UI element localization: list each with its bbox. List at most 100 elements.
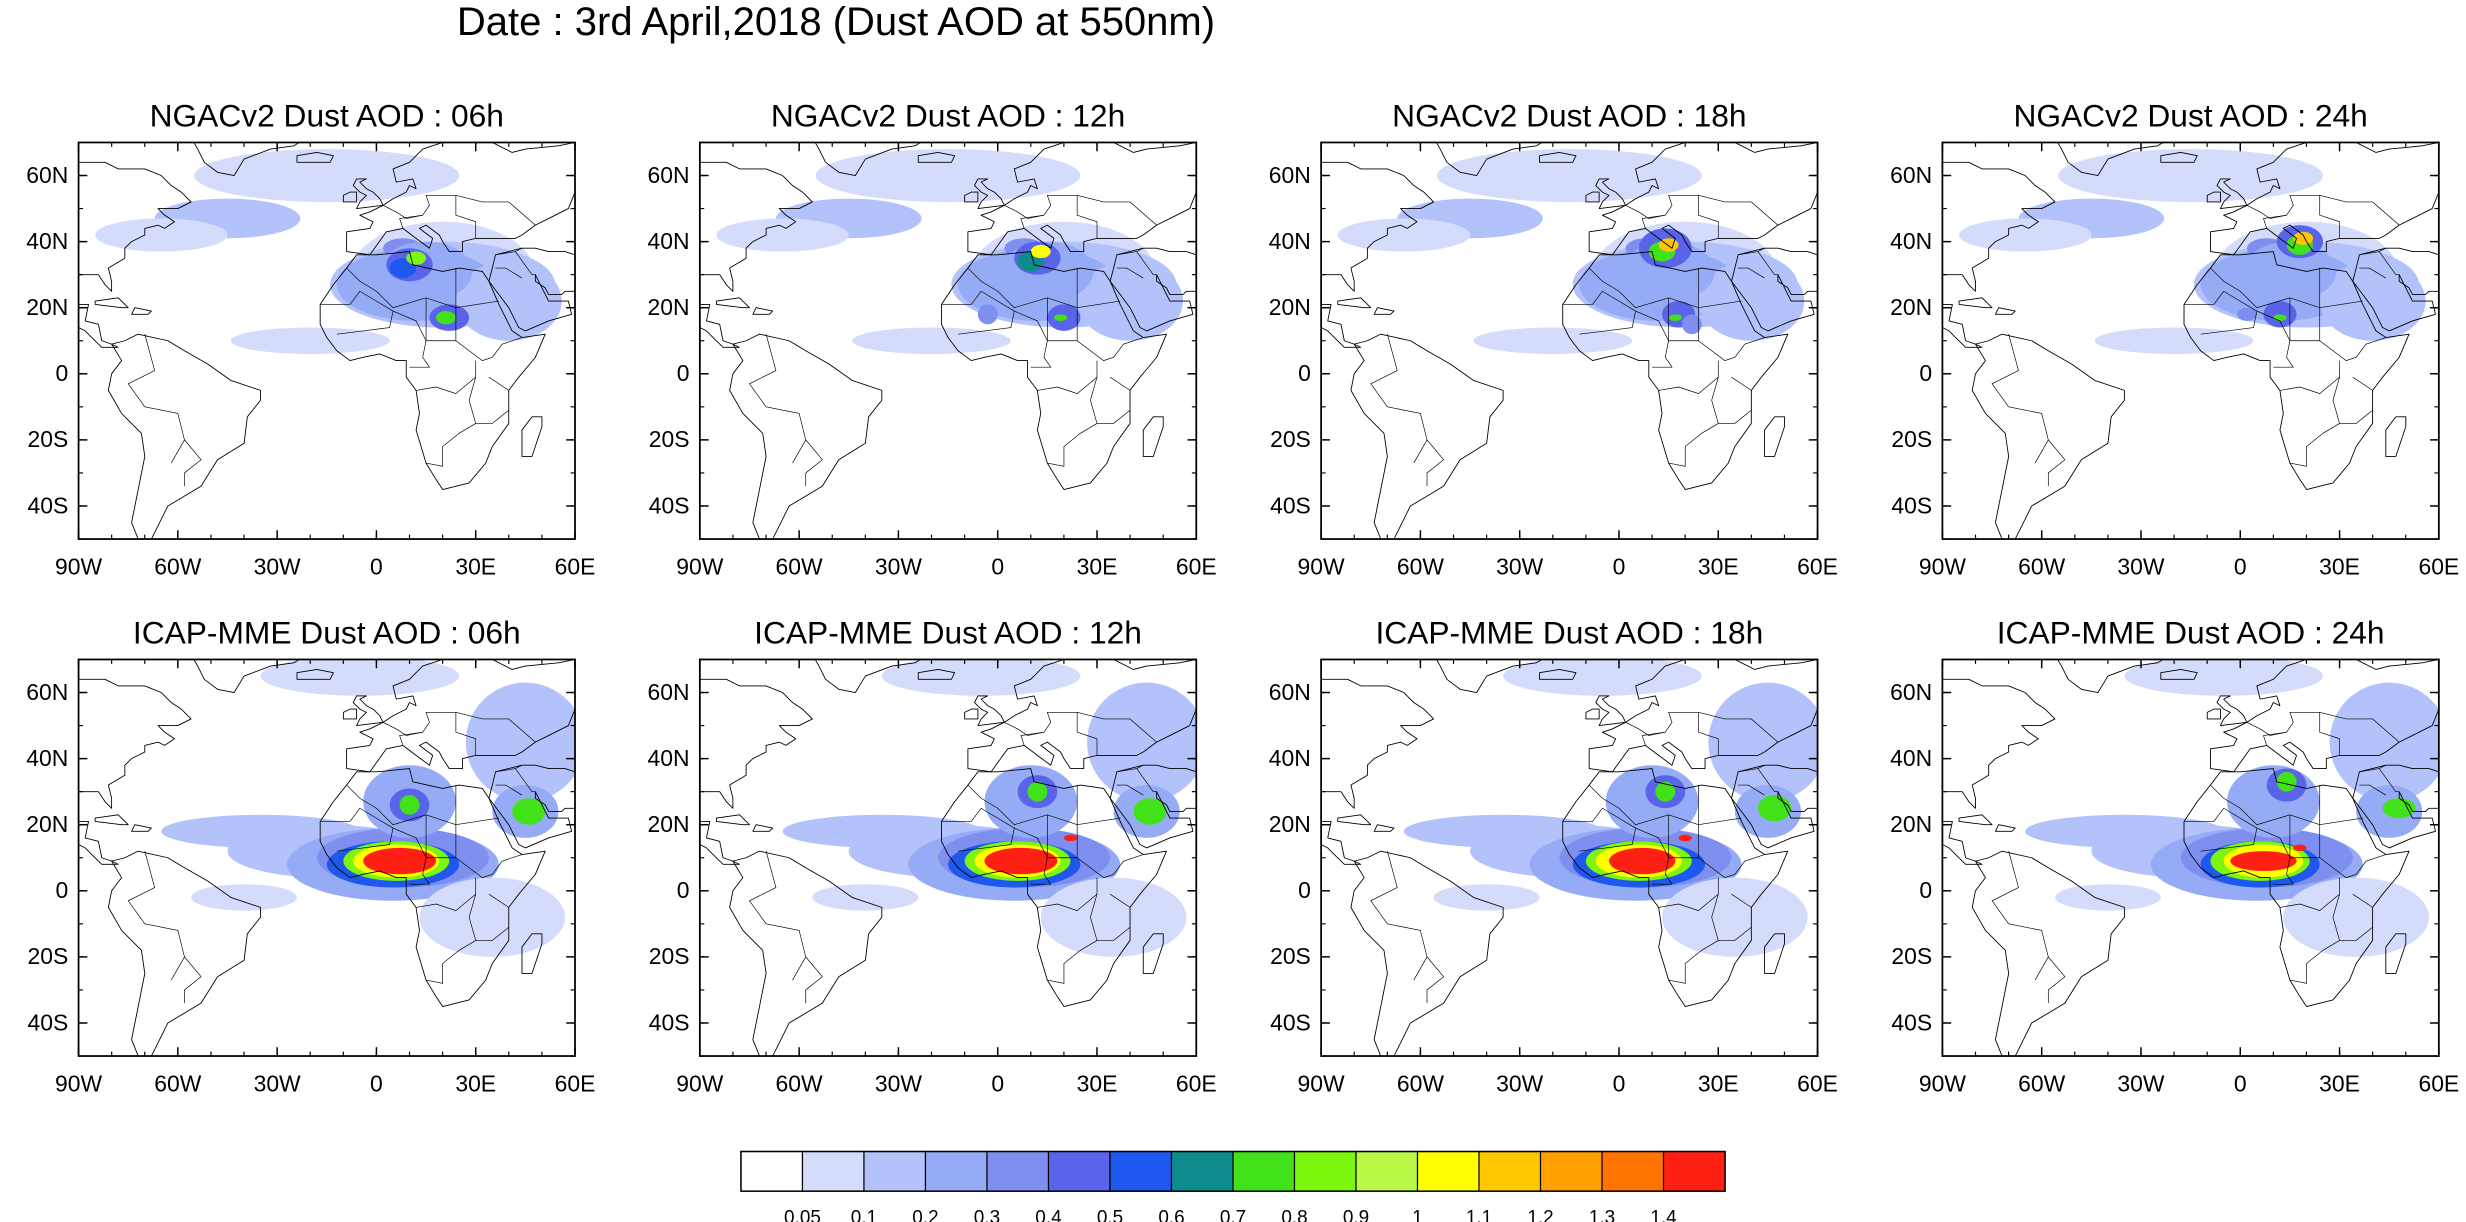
- country-border: [475, 409, 509, 424]
- coastline: [296, 152, 334, 163]
- dust-aod-field: [161, 659, 575, 957]
- map-panel: ICAP-MME Dust AOD : 18h 60N 40N 20N 0 20S 40S 9…: [1269, 614, 1838, 1096]
- lon-tick-label: 0: [370, 553, 383, 579]
- lon-tick-label: 30W: [875, 1070, 922, 1096]
- country-border: [2047, 956, 2066, 1004]
- country-border: [455, 712, 536, 743]
- coastline: [729, 850, 883, 1057]
- coastlines: [78, 659, 575, 1057]
- coastline: [1942, 821, 1983, 865]
- dust-aod-area: [2094, 327, 2254, 354]
- dust-aod-area: [1678, 834, 1692, 842]
- coastline: [2057, 142, 2164, 176]
- colorbar-label: 0.4: [1035, 1207, 1061, 1222]
- lat-tick-label: 20S: [1270, 943, 1311, 969]
- lon-tick-label: 60W: [154, 1070, 201, 1096]
- lon-tick-label: 90W: [55, 1070, 102, 1096]
- country-border: [1037, 376, 1098, 394]
- coastline: [2385, 416, 2407, 457]
- colorbar-label: 1: [1412, 1207, 1423, 1222]
- lon-tick-label: 0: [2234, 553, 2247, 579]
- dust-aod-area: [2236, 307, 2257, 321]
- lat-tick-label: 40N: [26, 745, 68, 771]
- country-border: [2319, 817, 2363, 826]
- dust-aod-area: [977, 304, 998, 325]
- lat-tick-label: 40S: [649, 1009, 690, 1035]
- coastline: [2057, 659, 2164, 693]
- lon-tick-label: 30E: [2319, 553, 2360, 579]
- country-border: [1037, 893, 1098, 911]
- colorbar-swatch: [1170, 1150, 1234, 1192]
- lon-tick-label: 30E: [1077, 553, 1118, 579]
- coastline: [964, 708, 979, 720]
- coastline: [1588, 142, 1818, 256]
- coastlines: [699, 142, 1197, 540]
- colorbar-label: 0.3: [974, 1207, 1000, 1222]
- dust-aod-area: [95, 218, 228, 252]
- country-border: [425, 814, 457, 859]
- lat-tick-label: 40S: [1891, 1009, 1932, 1035]
- country-border: [1047, 877, 1098, 984]
- colorbar-swatch: [1293, 1150, 1357, 1192]
- lon-tick-label: 30W: [2117, 1070, 2164, 1096]
- dust-aod-area: [1030, 244, 1051, 259]
- coastline: [78, 678, 192, 809]
- coastline: [1942, 304, 1983, 348]
- colorbar-swatch: [1601, 1150, 1665, 1192]
- colorbar-swatch: [924, 1150, 988, 1192]
- coastline: [94, 297, 129, 309]
- lat-tick-label: 60N: [1269, 162, 1311, 188]
- lon-tick-label: 30W: [1496, 1070, 1543, 1096]
- colorbar-swatch: [1109, 1150, 1173, 1192]
- coastline: [488, 764, 575, 849]
- country-border: [1077, 195, 1157, 226]
- dust-aod-area: [2293, 844, 2307, 852]
- lat-tick-label: 20N: [1890, 811, 1932, 837]
- lat-tick-label: 20N: [1890, 294, 1932, 320]
- map-panel: ICAP-MME Dust AOD : 06h 60N 40N 20N 0 20S 40S 9…: [26, 614, 595, 1096]
- country-border: [2289, 297, 2321, 342]
- country-border: [1718, 409, 1752, 424]
- lat-tick-label: 0: [677, 360, 690, 386]
- panel-title: ICAP-MME Dust AOD : 24h: [1997, 614, 2385, 650]
- country-border: [1625, 722, 1666, 736]
- coastline: [107, 333, 261, 540]
- dust-aod-area: [2124, 659, 2323, 696]
- country-border: [127, 334, 185, 464]
- coastline: [2216, 178, 2248, 210]
- coastline: [346, 142, 575, 256]
- lat-tick-label: 40N: [648, 228, 690, 254]
- country-border: [1116, 784, 1144, 796]
- country-border: [1738, 784, 1765, 796]
- coastlines: [1321, 659, 1818, 1057]
- country-border: [416, 893, 476, 911]
- coastline: [1588, 659, 1818, 773]
- lon-tick-label: 60W: [2018, 1070, 2065, 1096]
- lon-tick-label: 60E: [1797, 553, 1838, 579]
- colorbar-swatch: [1232, 1150, 1296, 1192]
- coastline: [1373, 307, 1395, 315]
- country-border: [399, 712, 477, 756]
- dust-aod-area: [1027, 781, 1048, 802]
- coastline: [715, 814, 750, 826]
- coastline: [752, 824, 774, 832]
- panel-title: NGACv2 Dust AOD : 24h: [2013, 97, 2367, 133]
- colorbar-swatch: [1355, 1150, 1419, 1192]
- country-border: [455, 195, 536, 226]
- coastline: [2216, 695, 2248, 727]
- lat-tick-label: 20S: [649, 426, 690, 452]
- lon-tick-label: 30W: [875, 553, 922, 579]
- coastlines: [78, 142, 575, 540]
- country-border: [1047, 297, 1078, 342]
- coastline: [1731, 764, 1818, 849]
- dust-aod-field: [1403, 659, 1818, 957]
- country-border: [805, 439, 823, 487]
- coastline: [1321, 821, 1362, 865]
- colorbar-label: 1.1: [1466, 1207, 1492, 1222]
- lon-tick-label: 30W: [254, 1070, 301, 1096]
- country-border: [1698, 195, 1779, 226]
- lon-tick-label: 90W: [1919, 1070, 1966, 1096]
- coastline: [1539, 152, 1577, 163]
- coastline: [78, 304, 119, 348]
- country-border: [2378, 768, 2400, 792]
